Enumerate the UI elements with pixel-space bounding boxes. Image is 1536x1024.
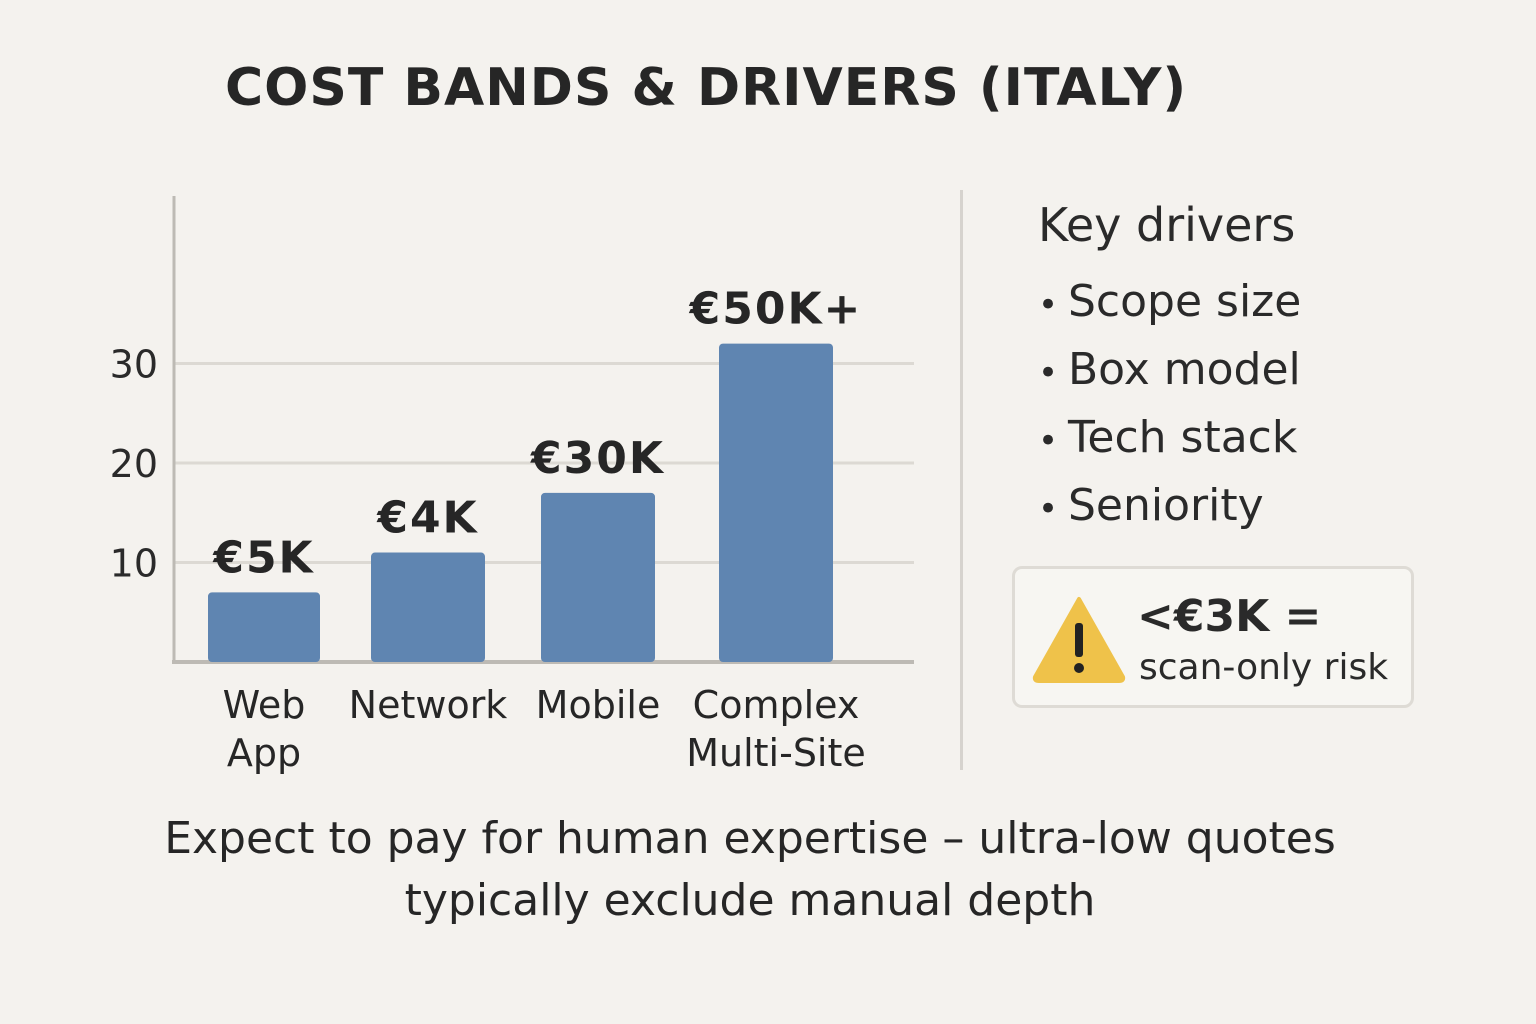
- category-label: Complex: [693, 683, 860, 727]
- data-label: €5K: [212, 532, 314, 583]
- warning-threshold: <€3K =: [1137, 591, 1322, 642]
- data-label: €30K: [530, 433, 665, 484]
- category-label: Network: [349, 683, 508, 727]
- driver-item: • Box model: [1038, 336, 1301, 404]
- bar: [208, 592, 320, 662]
- footer-note: Expect to pay for human expertise – ultr…: [140, 808, 1360, 932]
- bullet-icon: •: [1038, 421, 1059, 461]
- bar: [719, 343, 833, 662]
- footer-line-1: Expect to pay for human expertise – ultr…: [164, 813, 1336, 864]
- warning-text: scan-only risk: [1139, 647, 1389, 688]
- data-label: €50K+: [689, 284, 863, 335]
- y-tick-label: 30: [110, 343, 158, 387]
- driver-label: Tech stack: [1068, 412, 1298, 463]
- key-drivers-title: Key drivers: [1038, 198, 1296, 252]
- warning-triangle-icon: [1032, 597, 1126, 683]
- bar: [541, 492, 655, 662]
- bullet-icon: •: [1038, 489, 1059, 529]
- category-label: Multi-Site: [686, 731, 866, 775]
- bullet-icon: •: [1038, 353, 1059, 393]
- driver-item: • Seniority: [1038, 472, 1301, 540]
- footer-line-2: typically exclude manual depth: [404, 875, 1096, 926]
- data-label: €4K: [376, 493, 478, 544]
- driver-item: • Tech stack: [1038, 404, 1301, 472]
- key-drivers-list: • Scope size • Box model • Tech stack • Seni…: [1038, 268, 1301, 540]
- page-title: COST BANDS & DRIVERS (ITALY): [225, 58, 1188, 118]
- category-label: App: [227, 731, 301, 775]
- key-drivers-panel: Key drivers • Scope size • Box model • Tech…: [1038, 198, 1301, 540]
- y-tick-label: 20: [110, 442, 158, 486]
- bullet-icon: •: [1038, 285, 1059, 325]
- driver-label: Scope size: [1068, 276, 1302, 327]
- bar: [371, 552, 485, 662]
- y-tick-label: 10: [110, 542, 158, 586]
- driver-label: Seniority: [1068, 480, 1264, 531]
- warning-callout: <€3K = scan-only risk: [1012, 566, 1414, 708]
- divider: [960, 190, 963, 770]
- driver-item: • Scope size: [1038, 268, 1301, 336]
- category-label: Mobile: [536, 683, 661, 727]
- driver-label: Box model: [1068, 344, 1301, 395]
- category-label: Web: [223, 683, 306, 727]
